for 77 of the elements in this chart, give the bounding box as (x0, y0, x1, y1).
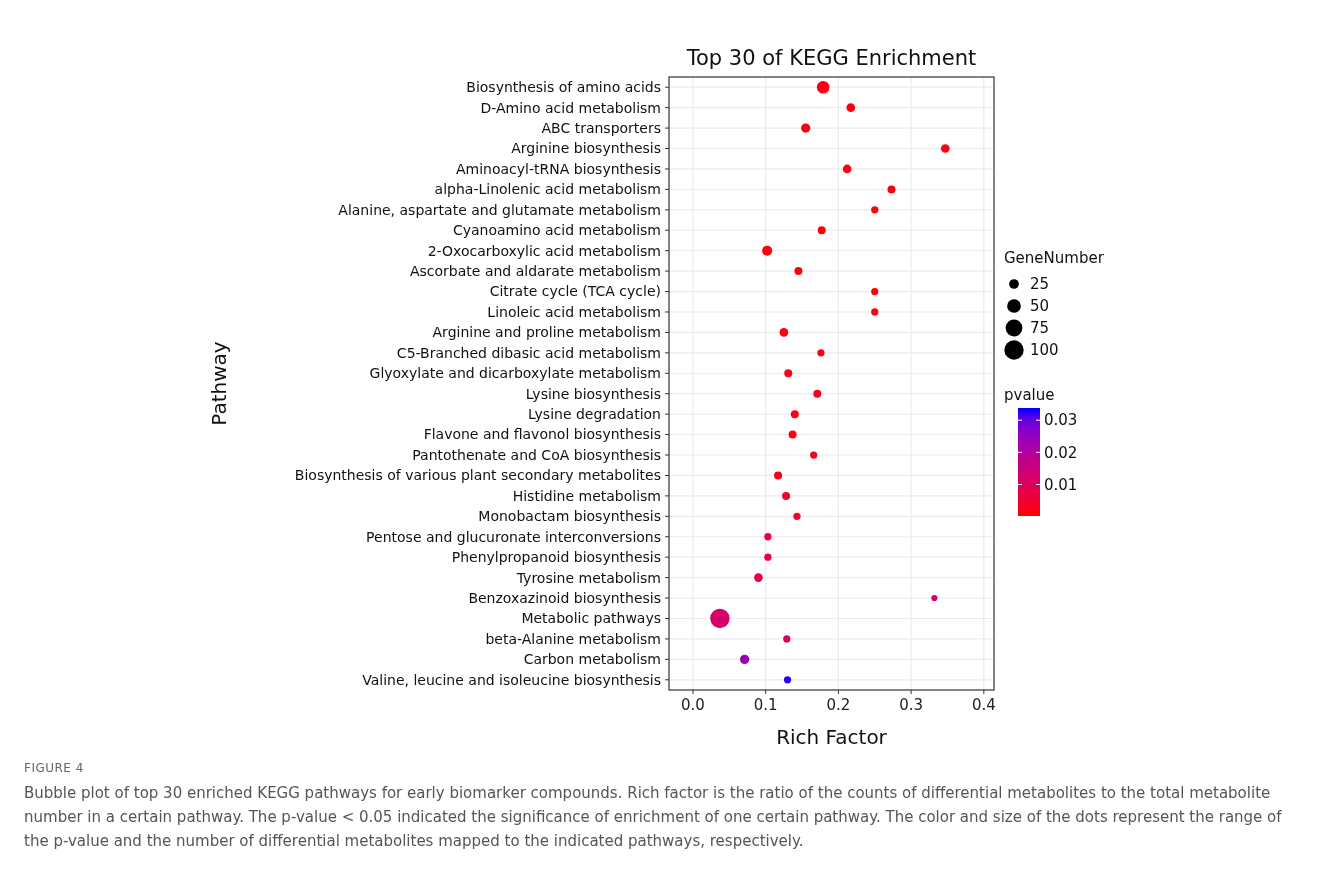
x-tick-label: 0.1 (753, 696, 778, 714)
y-tick-label: Carbon metabolism (523, 651, 661, 668)
point (783, 635, 791, 643)
y-tick-label: Flavone and flavonol biosynthesis (423, 426, 661, 443)
point (739, 654, 750, 664)
point (931, 594, 938, 602)
point (810, 451, 818, 459)
point (774, 471, 783, 480)
y-tick-label: Cyanoamino acid metabolism (452, 222, 661, 239)
y-tick-label: Aminoacyl-tRNA biosynthesis (455, 160, 661, 177)
color-bar-label: 0.02 (1044, 443, 1078, 462)
x-tick-label: 0.0 (681, 696, 705, 714)
y-tick-label: Lysine degradation (528, 406, 661, 423)
point (887, 185, 896, 194)
y-tick-label: ABC transporters (541, 119, 661, 136)
y-tick-label: Tyrosine metabolism (515, 569, 661, 586)
y-tick-label: Alanine, aspartate and glutamate metabolism (338, 201, 661, 218)
point (790, 410, 799, 419)
y-tick-label: beta-Alanine metabolism (485, 630, 661, 647)
x-tick-label: 0.4 (971, 696, 996, 714)
point (871, 206, 879, 214)
y-tick-label: alpha-Linolenic acid metabolism (434, 181, 661, 198)
legend-label: 75 (1030, 319, 1050, 338)
point (842, 164, 852, 174)
y-tick-label: Valine, leucine and isoleucine biosynthesis (362, 671, 661, 688)
point (817, 226, 826, 235)
y-tick-label: Linoleic acid metabolism (487, 303, 661, 320)
point (754, 573, 763, 582)
chart-title: Top 30 of KEGG Enrichment (685, 46, 977, 70)
point (783, 676, 792, 684)
y-tick-label: Biosynthesis of amino acids (466, 79, 661, 96)
point (788, 430, 797, 439)
point (801, 123, 811, 133)
point (784, 369, 793, 378)
point (794, 267, 803, 276)
legend-label: 100 (1030, 341, 1059, 360)
y-tick-label: Citrate cycle (TCA cycle) (489, 283, 661, 300)
point (817, 349, 825, 357)
color-bar-label: 0.03 (1044, 411, 1078, 430)
legend-label: 25 (1030, 275, 1050, 294)
point (813, 389, 822, 398)
point (764, 553, 772, 561)
color-bar-label: 0.01 (1044, 475, 1078, 494)
y-tick-label: Monobactam biosynthesis (478, 508, 661, 525)
point (779, 328, 789, 337)
x-tick-label: 0.2 (826, 696, 851, 714)
y-tick-label: Pantothenate and CoA biosynthesis (412, 446, 661, 463)
y-tick-label: Lysine biosynthesis (525, 385, 661, 402)
point (871, 308, 879, 316)
y-tick-label: Biosynthesis of various plant secondary metabolites (294, 467, 661, 484)
y-axis-title: Pathway (207, 341, 231, 426)
y-tick-label: Metabolic pathways (521, 610, 661, 627)
point (793, 512, 801, 520)
y-tick-label: Ascorbate and aldarate metabolism (409, 263, 661, 280)
y-tick-label: Arginine biosynthesis (511, 140, 661, 157)
y-tick-label: Histidine metabolism (512, 487, 661, 504)
y-tick-label: Benzoxazinoid biosynthesis (468, 589, 661, 606)
point (846, 103, 856, 112)
legend-title: GeneNumber (1004, 249, 1105, 267)
point (764, 533, 772, 541)
y-tick-label: Arginine and proline metabolism (432, 324, 661, 341)
point (762, 245, 773, 256)
y-tick-label: D-Amino acid metabolism (480, 99, 661, 116)
y-tick-label: Glyoxylate and dicarboxylate metabolism (369, 365, 661, 382)
color-bar-title: pvalue (1004, 386, 1055, 404)
x-axis-title: Rich Factor (776, 725, 888, 749)
caption: FIGURE 4 (24, 761, 84, 775)
y-tick-label: C5-Branched dibasic acid metabolism (396, 344, 661, 361)
point (782, 491, 791, 500)
y-tick-label: Pentose and glucuronate interconversions (366, 528, 661, 545)
y-tick-label: Phenylpropanoid biosynthesis (451, 549, 661, 566)
legend-label: 50 (1030, 297, 1050, 316)
point (940, 144, 950, 153)
x-tick-label: 0.3 (899, 696, 924, 714)
text: Bubble plot of top 30 enriched KEGG pathways for early biomarker compounds. Rich factor is the ratio of the counts of differential metabolites to the total metabolite number in a certain pathway. The p-value < 0.05 indicated the significance of enrichment of one certain pathway. The color and size of the dots represent the range of the p-value and the number of differential metabolites mapped to the indicated pathways, respectively. (24, 784, 1283, 850)
y-tick-label: 2-Oxocarboxylic acid metabolism (427, 242, 661, 259)
point (871, 287, 879, 296)
